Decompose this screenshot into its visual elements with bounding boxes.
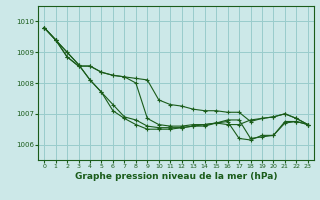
X-axis label: Graphe pression niveau de la mer (hPa): Graphe pression niveau de la mer (hPa) (75, 172, 277, 181)
